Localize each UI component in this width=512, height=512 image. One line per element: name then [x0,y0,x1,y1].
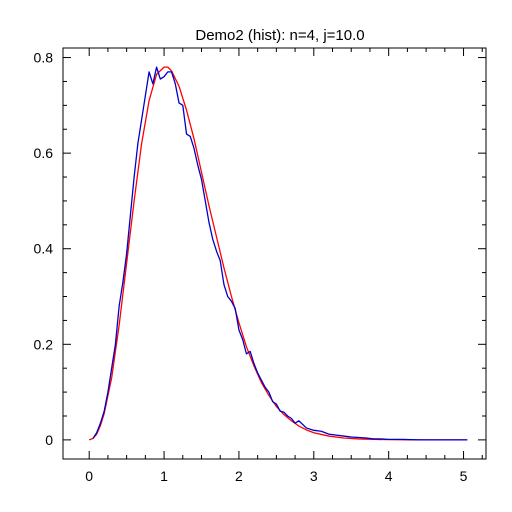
x-tick-label: 2 [235,468,243,484]
y-tick-label: 0.2 [34,336,54,352]
y-tick-label: 0.6 [34,145,54,161]
y-tick-label: 0.4 [34,241,54,257]
y-tick-label: 0.8 [34,50,54,66]
tick-labels: 0 1 2 3 4 5 0 0.2 0.4 0.6 0.8 [34,50,468,484]
x-tick-label: 4 [385,468,393,484]
x-tick-label: 3 [310,468,318,484]
series-line-red [88,66,468,441]
x-tick-label: 5 [460,468,468,484]
chart-title: Demo2 (hist): n=4, j=10.0 [195,27,364,44]
series-line-blue [92,66,468,441]
x-tick-label: 0 [85,468,93,484]
x-tick-label: 1 [160,468,168,484]
y-tick-label: 0 [45,432,53,448]
axis-ticks [63,48,486,459]
plot-frame [62,47,487,460]
series-group [88,66,468,441]
